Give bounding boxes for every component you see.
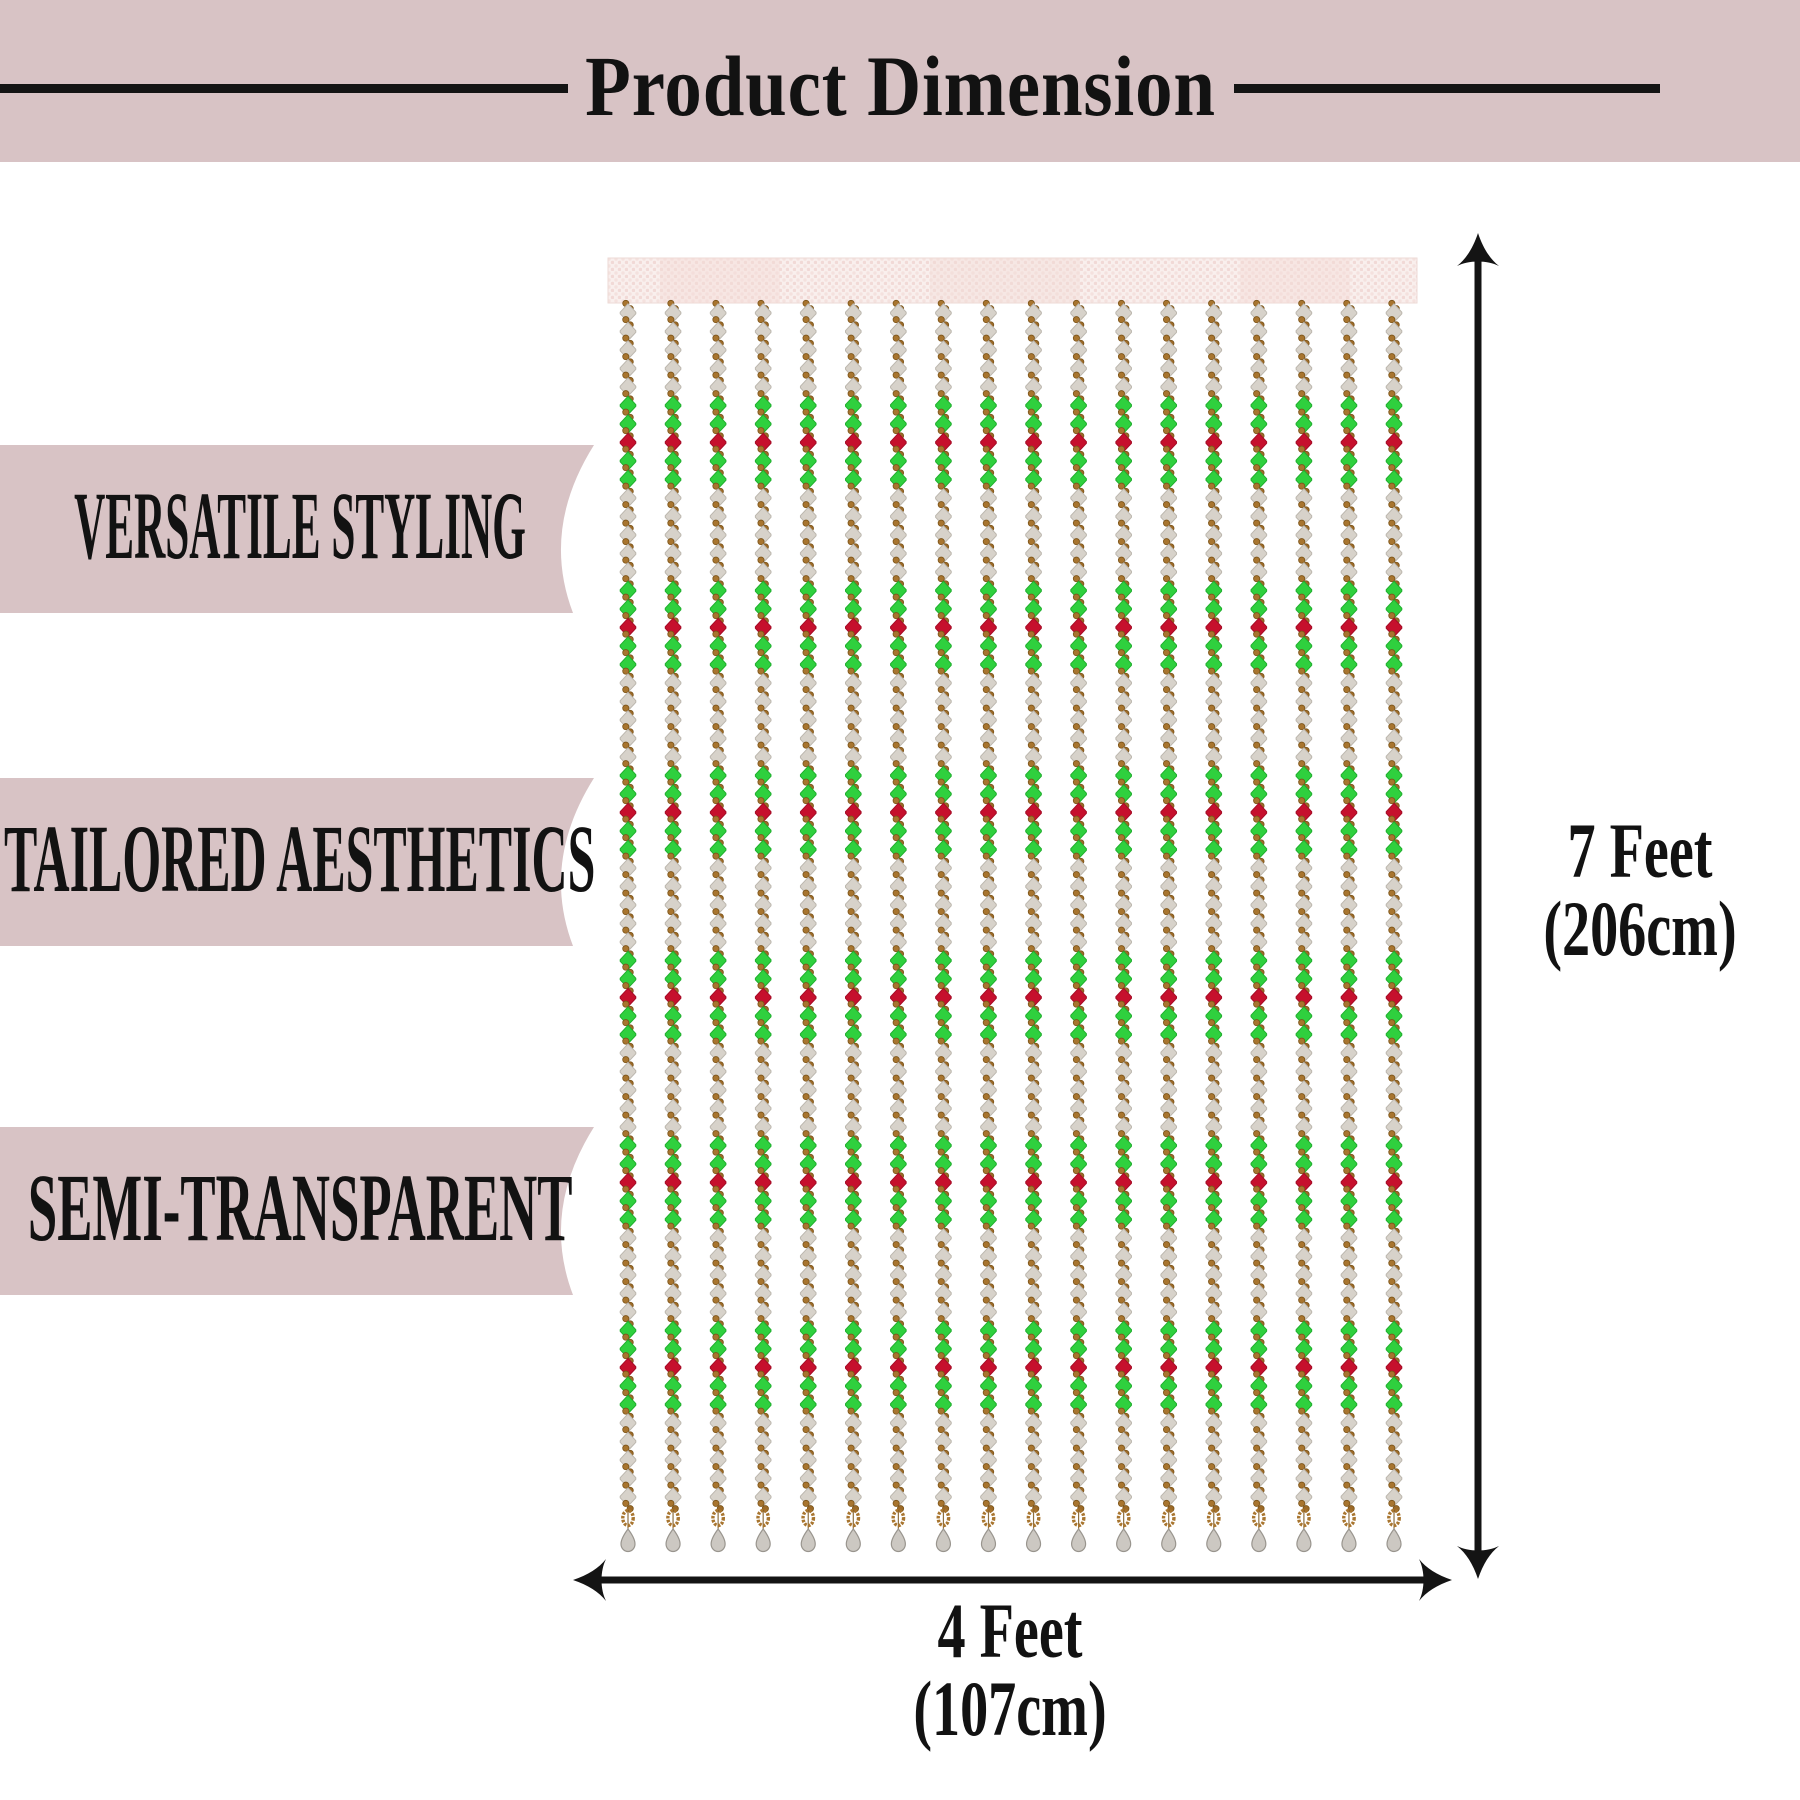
ribbon-banner-shape	[0, 445, 594, 613]
bead-strand	[1250, 299, 1268, 1553]
ribbon-banner-shape	[0, 1127, 594, 1295]
bead-curtain-image	[607, 257, 1418, 1553]
header-banner: Product Dimension	[0, 0, 1800, 162]
bead-strand	[935, 299, 952, 1553]
title-rule-right	[1234, 84, 1660, 93]
bead-strand	[845, 299, 862, 1553]
bead-strand	[1070, 299, 1087, 1553]
bead-strand	[709, 299, 727, 1553]
title-rule-left	[0, 84, 568, 93]
ribbon-banner-shape	[0, 778, 594, 946]
width-cm-value: (107cm)	[913, 1665, 1107, 1752]
height-cm-value: (206cm)	[1543, 885, 1737, 972]
bead-strand	[1025, 299, 1042, 1553]
width-dimension-label: 4 Feet (107cm)	[860, 1592, 1160, 1748]
feature-ribbon-versatile-styling: VERSATILE STYLING	[0, 445, 600, 613]
bead-strand	[619, 299, 637, 1553]
page-title: Product Dimension	[584, 38, 1216, 134]
bead-strand	[799, 299, 817, 1553]
curtain-rod	[607, 257, 1418, 304]
curtain-strands	[619, 299, 1403, 1553]
bead-strand	[1340, 299, 1358, 1553]
bead-strand	[1160, 299, 1178, 1553]
bead-strand	[754, 299, 772, 1553]
bead-strand	[980, 299, 997, 1553]
bead-strand	[890, 299, 907, 1553]
height-dimension-label: 7 Feet (206cm)	[1500, 812, 1780, 968]
feature-ribbon-semi-transparent: SEMI-TRANSPARENT	[0, 1127, 600, 1295]
feature-label: VERSATILE STYLING	[74, 472, 526, 579]
bead-strand	[1205, 299, 1223, 1553]
height-feet-value: 7 Feet	[1567, 807, 1713, 894]
bead-strand	[1385, 299, 1403, 1553]
bead-strand	[1295, 299, 1313, 1553]
width-feet-value: 4 Feet	[937, 1587, 1083, 1674]
bead-strand	[1115, 299, 1132, 1553]
feature-label: TAILORED AESTHETICS	[4, 805, 596, 912]
feature-ribbon-tailored-aesthetics: TAILORED AESTHETICS	[0, 778, 600, 946]
height-dimension-arrow	[1457, 233, 1499, 1579]
feature-label: SEMI-TRANSPARENT	[27, 1154, 573, 1261]
bead-strand	[664, 299, 682, 1553]
width-dimension-arrow	[573, 1559, 1452, 1601]
